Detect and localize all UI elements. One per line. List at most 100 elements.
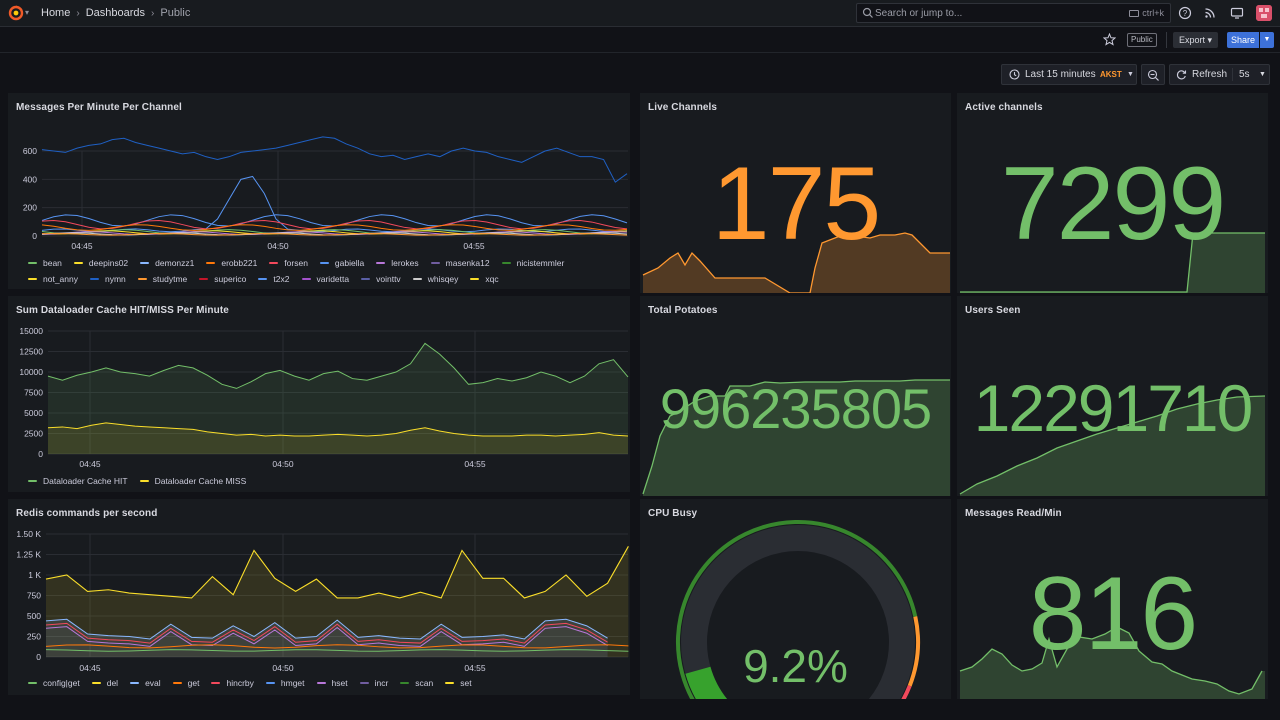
legend-label: xqc — [485, 274, 499, 284]
refresh-interval[interactable]: 5s — [1239, 69, 1250, 80]
panel-title[interactable]: Users Seen — [965, 305, 1021, 316]
share-button[interactable]: Share — [1227, 32, 1259, 48]
legend-item[interactable]: varidetta — [301, 271, 349, 287]
panel-title[interactable]: Sum Dataloader Cache HIT/MISS Per Minute — [16, 305, 229, 316]
series-line — [41, 175, 628, 233]
legend-swatch — [265, 682, 275, 684]
legend-item[interactable]: xqc — [470, 271, 499, 287]
panel-title[interactable]: Total Potatoes — [648, 305, 718, 316]
legend-item[interactable]: hset — [316, 675, 348, 691]
legend-item[interactable]: set — [445, 675, 472, 691]
y-tick-label: 0 — [38, 449, 43, 459]
panel-title[interactable]: CPU Busy — [648, 508, 698, 519]
legend-swatch — [211, 682, 221, 684]
legend-item[interactable]: demonzz1 — [140, 255, 194, 271]
y-tick-label: 250 — [27, 632, 41, 642]
legend-swatch — [199, 278, 209, 280]
panel-title[interactable]: Messages Read/Min — [965, 508, 1062, 519]
legend-swatch — [501, 262, 511, 264]
y-tick-label: 1.25 K — [16, 550, 41, 560]
gauge-track — [681, 525, 915, 699]
legend-item[interactable]: config|get — [28, 675, 80, 691]
stat-value: 12291710 — [973, 371, 1254, 445]
legend-label: del — [106, 678, 119, 688]
series-line — [41, 232, 628, 236]
legend-item[interactable]: superico — [199, 271, 246, 287]
legend-item[interactable]: not_anny — [28, 271, 78, 287]
stat-value: 816 — [1028, 556, 1199, 672]
legend-swatch — [376, 262, 386, 264]
breadcrumb-dashboards[interactable]: Dashboards — [85, 7, 146, 19]
breadcrumb-home[interactable]: Home — [41, 7, 71, 19]
legend-item[interactable]: lerokes — [376, 255, 419, 271]
series-line — [45, 626, 608, 647]
legend-item[interactable]: vointtv — [361, 271, 401, 287]
time-range-picker[interactable]: Last 15 minutes AKST ▼ — [1001, 64, 1137, 85]
grafana-logo-icon[interactable] — [8, 5, 24, 21]
legend-item[interactable]: bean — [28, 255, 62, 271]
panel-title[interactable]: Redis commands per second — [16, 508, 158, 519]
series-line — [45, 644, 629, 649]
refresh-button[interactable]: Refresh 5s ▼ — [1169, 64, 1270, 85]
breadcrumb-current: Public — [160, 7, 191, 19]
series-line — [47, 342, 629, 389]
chart-legend: bean deepins02 demonzz1 erobb221 forsen gabie… — [28, 255, 628, 287]
rss-news-icon[interactable] — [1203, 6, 1217, 20]
messages-read-sparkline — [959, 626, 1265, 699]
export-button[interactable]: Export ▾ — [1173, 32, 1219, 48]
legend-item[interactable]: masenka12 — [430, 255, 490, 271]
legend-item[interactable]: hmget — [265, 675, 305, 691]
legend-item[interactable]: erobb221 — [206, 255, 257, 271]
x-tick-label: 04:50 — [272, 663, 294, 673]
legend-swatch — [206, 262, 216, 264]
legend-item[interactable]: del — [91, 675, 119, 691]
legend-swatch — [28, 480, 37, 482]
legend-item[interactable]: whisqey — [412, 271, 458, 287]
legend-item[interactable]: hincrby — [211, 675, 254, 691]
legend-item[interactable]: get — [172, 675, 199, 691]
legend-item[interactable]: gabiella — [319, 255, 364, 271]
y-tick-label: 15000 — [19, 326, 43, 336]
legend-item[interactable]: t2x2 — [258, 271, 290, 287]
dataloader-timeseries-chart[interactable]: 15000 12500 10000 7500 5000 2500 0 04:45 04:50 04… — [8, 296, 630, 492]
panel-title[interactable]: Messages Per Minute Per Channel — [16, 102, 182, 113]
messages-timeseries-chart[interactable]: 600 400 200 0 04:45 04:50 04:55 — [8, 93, 630, 289]
star-favorite-icon[interactable] — [1103, 33, 1116, 46]
x-tick-label: 04:50 — [267, 241, 289, 251]
legend-label: studytme — [152, 274, 188, 284]
legend-swatch — [361, 278, 371, 280]
search-input[interactable]: Search or jump to... ctrl+k — [856, 3, 1171, 23]
legend-label: Dataloader Cache HIT — [43, 476, 128, 486]
total-potatoes-sparkline — [642, 379, 950, 496]
zoom-out-button[interactable] — [1141, 64, 1165, 85]
help-icon[interactable]: ? — [1178, 6, 1192, 20]
user-avatar[interactable] — [1256, 5, 1272, 21]
redis-timeseries-chart[interactable]: 1.50 K 1.25 K 1 K 750 500 250 0 04:45 04:50 04:55 — [8, 499, 630, 695]
x-tick-label: 04:55 — [464, 459, 486, 469]
legend-item[interactable]: scan — [400, 675, 433, 691]
legend-item[interactable]: studytme — [137, 271, 188, 287]
series-line — [45, 546, 629, 599]
legend-item[interactable]: Dataloader Cache HIT — [28, 473, 128, 489]
legend-item[interactable]: forsen — [269, 255, 308, 271]
legend-label: deepins02 — [88, 258, 129, 268]
y-tick-label: 500 — [27, 611, 41, 621]
panel-title[interactable]: Active channels — [965, 102, 1043, 113]
legend-swatch — [445, 682, 455, 684]
monitor-kiosk-icon[interactable] — [1230, 6, 1244, 20]
panel-title[interactable]: Live Channels — [648, 102, 718, 113]
legend-item[interactable]: incr — [359, 675, 388, 691]
top-nav-bar: ▾ Home › Dashboards › Public Search or j… — [0, 0, 1280, 27]
legend-item[interactable]: nicistemmler — [501, 255, 564, 271]
series-line — [41, 224, 628, 231]
series-line — [45, 622, 608, 644]
share-options-chevron-icon[interactable]: ▼ — [1260, 32, 1274, 48]
gauge-threshold-orange — [907, 616, 920, 687]
search-icon — [862, 7, 873, 18]
legend-label: set — [460, 678, 472, 688]
legend-item[interactable]: deepins02 — [73, 255, 129, 271]
chevron-down-icon[interactable]: ▾ — [25, 8, 30, 17]
legend-item[interactable]: nymn — [89, 271, 126, 287]
legend-item[interactable]: eval — [130, 675, 161, 691]
legend-item[interactable]: Dataloader Cache MISS — [139, 473, 246, 489]
